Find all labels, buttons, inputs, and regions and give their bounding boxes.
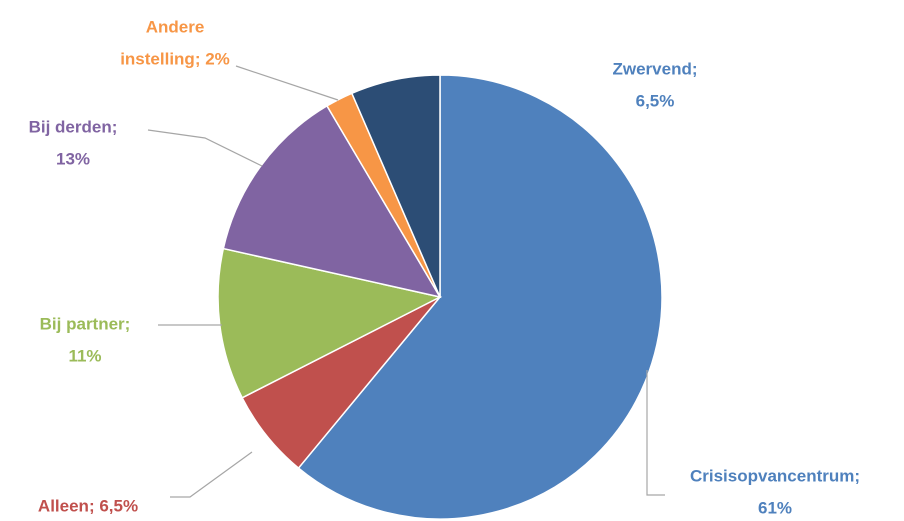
- leader-line: [235, 65, 339, 101]
- leader-line: [646, 370, 665, 496]
- pie-slice: [350, 74, 441, 298]
- data-label: Bij partner;: [40, 314, 131, 333]
- pie-slice: [297, 74, 663, 520]
- data-label: Crisisopvancentrum;: [690, 466, 860, 485]
- data-label: Alleen; 6,5%: [38, 496, 138, 515]
- data-label: Zwervend;: [612, 59, 697, 78]
- data-label: 13%: [56, 149, 90, 168]
- data-label: 11%: [68, 346, 101, 365]
- data-label: 6,5%: [636, 91, 675, 110]
- pie-slice: [222, 104, 442, 299]
- leader-line: [170, 451, 253, 498]
- data-label: Andere: [146, 17, 205, 36]
- data-label: Bij derden;: [29, 117, 118, 136]
- data-label: instelling; 2%: [120, 49, 230, 68]
- leader-line: [147, 129, 263, 167]
- data-label: 61%: [758, 498, 792, 517]
